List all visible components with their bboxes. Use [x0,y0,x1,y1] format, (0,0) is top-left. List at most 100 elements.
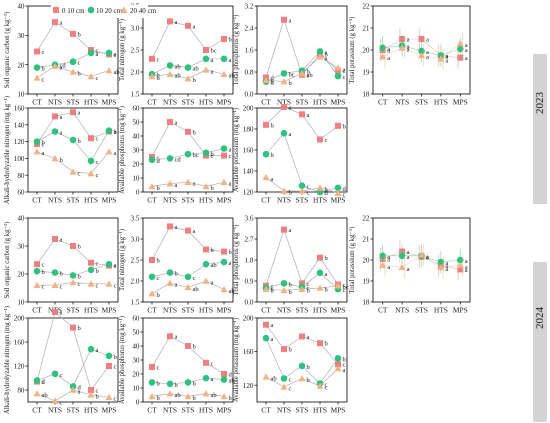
y-tick-label: 30 [17,32,25,40]
y-tick-label: 1.8 [245,257,254,265]
y-tick-label: 22 [362,3,370,11]
significance-letter: cd [60,63,67,70]
y-tick-label: 21 [362,236,370,244]
point-triangle [184,283,192,291]
significance-letter: a [445,260,448,267]
y-tick-label: 60 [17,189,25,197]
point-circle [166,62,174,69]
y-tick-label: 30 [132,357,140,365]
point-square [317,254,323,261]
point-square [52,19,58,26]
point-square [70,30,76,37]
y-tick-label: 2.5 [131,47,140,55]
significance-letter: a [325,271,328,278]
significance-letter: a [465,264,468,271]
y-tick-label: 2.4 [245,25,254,33]
significance-letter: c [42,76,45,83]
significance-letter: c [325,382,328,389]
x-tick-label-hts: HTS [313,406,327,415]
y-tick-label: 200 [243,105,254,113]
point-triangle [262,373,270,380]
significance-letter: b [193,129,197,136]
x-tick-label-mps: MPS [217,196,232,205]
significance-letter: b [78,71,82,78]
point-circle [148,273,156,281]
x-tick-label-nts: NTS [48,98,62,107]
point-circle [437,258,445,266]
point-square [263,121,269,128]
significance-letter: b [307,364,311,371]
significance-letter: b [42,140,46,147]
y-tick-label: 160 [14,339,25,347]
significance-letter: b [343,123,347,130]
point-triangle [166,279,174,286]
significance-letter: b [289,80,293,87]
y-tick-label: 1.6 [245,47,254,55]
point-triangle [456,261,464,269]
point-square [70,109,76,116]
significance-letter: c [343,74,346,81]
point-circle [220,55,228,63]
significance-letter: b [157,395,161,402]
x-tick-label-mps: MPS [453,98,468,107]
point-triangle [220,393,228,400]
significance-letter: d [42,378,46,385]
point-circle [51,128,59,135]
point-triangle [298,187,306,194]
point-triangle [51,155,59,162]
point-square [317,136,323,143]
significance-letter: cd [175,156,182,163]
point-square [34,261,40,268]
point-square [203,246,209,253]
y-tick-label: 3.5 [131,215,140,223]
significance-letter: b [78,138,82,145]
y-tick-label: 140 [243,168,254,176]
point-square [149,55,155,62]
significance-letter: a [60,310,63,317]
x-tick-label-sts: STS [296,196,309,205]
point-circle [220,258,228,266]
x-tick-label-sts: STS [67,98,80,107]
point-square [167,223,173,230]
x-tick-label-hts: HTS [199,98,213,107]
significance-letter: b [307,288,311,295]
point-circle [220,145,228,152]
point-circle [280,70,288,77]
significance-letter: c [96,48,99,55]
point-circle [87,157,95,165]
significance-letter: c [96,282,99,289]
significance-letter: b [78,325,82,332]
significance-letter: b [96,268,100,275]
x-tick-label-nts: NTS [277,406,291,415]
x-tick-label-sts: STS [296,98,309,107]
significance-letter: ab [271,375,278,382]
significance-letter: b [289,281,293,288]
y-tick-label: 22 [362,215,370,223]
significance-letter: a [426,54,429,61]
x-tick-label-mps: MPS [217,406,232,415]
point-circle [184,150,192,158]
significance-letter: b [271,122,275,129]
point-triangle [166,180,174,187]
significance-letter: ab [229,378,236,385]
significance-letter: a [426,37,429,44]
point-triangle [33,148,41,155]
significance-letter: ab [175,392,182,399]
significance-letter: a [211,68,214,75]
significance-letter: a [445,54,448,61]
y-tick-label: 50 [132,329,140,337]
significance-letter: a [289,17,292,24]
significance-letter: c [229,153,232,160]
point-triangle [69,68,77,75]
point-triangle [69,168,77,175]
significance-letter: a [175,120,178,127]
significance-letter: c [307,72,310,79]
point-triangle [262,285,270,292]
point-triangle [398,44,406,51]
significance-letter: a [211,57,214,64]
y-tick-label: 160 [243,348,254,356]
y-tick-label: 50 [132,119,140,127]
panel-2023-2: 0.0 0.8 1.6 2.4 3.2 Total phosphorus (g kg⁻¹)… [233,3,348,107]
point-triangle [202,66,210,73]
